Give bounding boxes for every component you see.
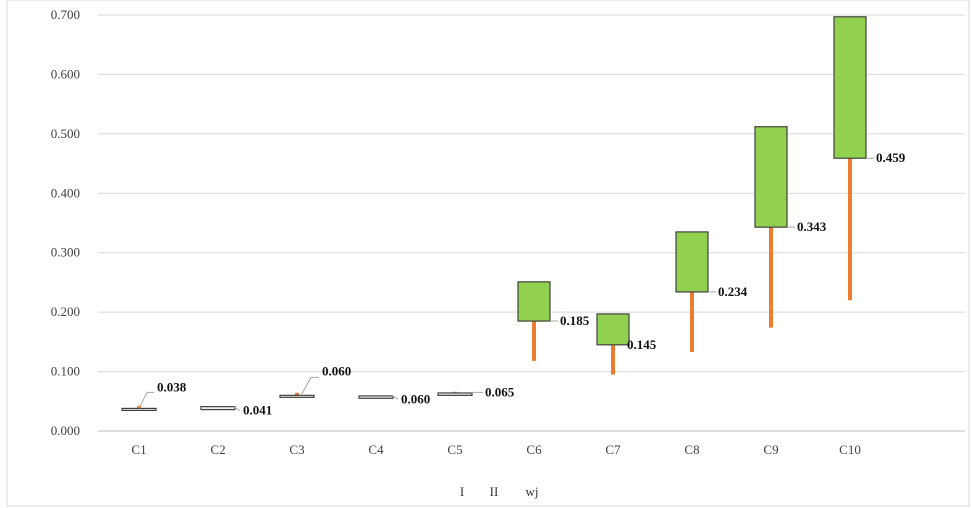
data-label: 0.060 [322,363,351,378]
legend-item: wj [526,484,539,499]
x-tick-label: C4 [368,442,384,457]
y-tick-label: 0.700 [51,7,80,22]
data-label: 0.234 [718,284,748,299]
data-label-leader [300,376,319,396]
data-label: 0.041 [243,403,272,418]
data-label: 0.060 [401,391,430,406]
y-tick-label: 0.300 [51,245,80,260]
data-label: 0.459 [876,150,906,165]
x-tick-label: C8 [684,442,699,457]
x-tick-label: C2 [210,442,225,457]
x-tick-label: C9 [763,442,778,457]
y-tick-label: 0.200 [51,304,80,319]
data-label: 0.343 [797,219,827,234]
x-tick-label: C6 [526,442,542,457]
data-label: 0.185 [560,313,590,328]
legend-item: I [460,484,464,499]
box [200,406,236,411]
box [437,392,473,396]
y-axis: 0.000 0.100 0.200 0.300 0.400 0.500 0.600 0.700 [51,7,80,438]
legend: I II wj [460,484,539,499]
y-tick-label: 0.600 [51,66,80,81]
x-tick-label: C5 [447,442,462,457]
data-label: 0.065 [485,384,515,399]
data-labels: 0.038 0.041 0.060 0.060 0.065 0.185 0.145 0.234… [138,150,906,418]
box [121,407,157,412]
data-label-leader [233,406,241,412]
y-tick-label: 0.400 [51,185,80,200]
box [833,16,867,159]
data-label: 0.145 [627,337,657,352]
box [675,231,709,293]
box [596,313,630,346]
grid-lines [98,14,965,432]
data-label-leader [391,394,399,400]
x-tick-label: C10 [839,442,861,457]
y-tick-label: 0.100 [51,364,80,379]
box [279,394,315,398]
x-tick-label: C1 [131,442,146,457]
x-tick-label: C7 [605,442,621,457]
x-axis: C1 C2 C3 C4 C5 C6 C7 C8 C9 C10 [131,442,860,457]
x-tick-label: C3 [289,442,304,457]
box [358,395,394,399]
y-tick-label: 0.500 [51,126,80,141]
data-label: 0.038 [157,379,187,394]
y-tick-label: 0.000 [51,423,80,438]
chart-marks [121,16,867,412]
box [754,126,788,228]
data-label-leader [138,391,154,409]
legend-item: II [490,484,499,499]
box [517,281,551,322]
